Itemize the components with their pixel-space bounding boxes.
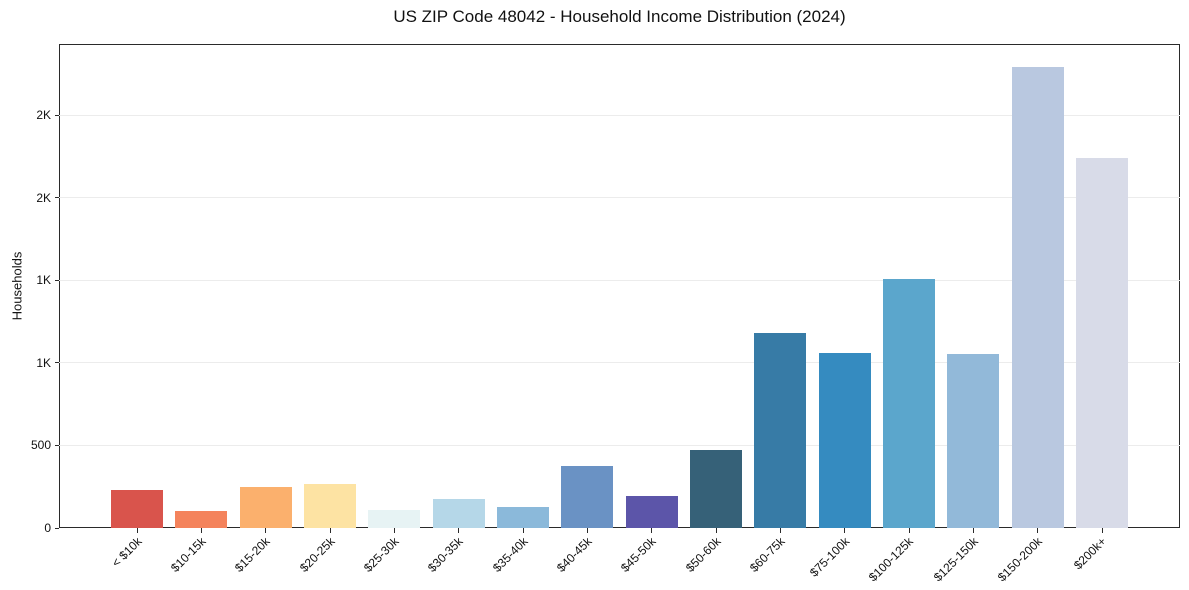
y-tick-label: 1K [36,273,51,288]
gridline [59,444,1180,446]
y-tick-mark [55,114,59,116]
bar [239,486,292,528]
x-tick-mark [651,528,653,533]
x-tick-mark [586,528,588,533]
x-tick-label: $35-40k [489,534,531,575]
y-tick-label: 2K [36,190,51,205]
bar [883,279,935,528]
bar [368,509,421,528]
x-tick-label: $100-125k [866,534,917,585]
y-tick-label: 500 [30,438,51,453]
bar [947,353,1000,528]
gridline [59,279,1180,281]
x-tick-label: $125-150k [930,534,981,585]
x-tick-label: $200k+ [1071,534,1110,573]
x-tick-label: $10-15k [167,534,209,575]
y-tick-mark [55,527,59,529]
bar [625,495,678,528]
x-tick-mark [1037,528,1039,533]
x-tick-label: $150-200k [994,534,1045,585]
x-tick-mark [844,528,846,533]
gridline [59,362,1180,364]
x-tick-label: $25-30k [360,534,402,575]
x-tick-label: $50-60k [682,534,724,575]
bar [818,352,871,528]
x-tick-label: $20-25k [296,534,338,575]
x-tick-label: $60-75k [746,534,788,575]
x-tick-mark [458,528,460,533]
bar [175,511,228,528]
x-tick-mark [200,528,202,533]
bar [304,484,356,528]
y-tick-mark [55,197,59,199]
y-tick-label: 2K [36,108,51,123]
x-tick-mark [522,528,524,533]
bar [561,466,614,528]
bar [111,490,163,528]
x-tick-mark [908,528,910,533]
bar [690,449,742,528]
x-tick-label: $45-50k [618,534,659,575]
gridline [59,114,1180,116]
x-tick-mark [329,528,331,533]
x-tick-label: $30-35k [425,534,466,575]
y-tick-mark [55,362,59,364]
x-tick-mark [265,528,267,533]
x-tick-label: < $10k [108,534,145,570]
chart-title: US ZIP Code 48042 - Household Income Dis… [393,7,846,26]
x-tick-mark [1101,528,1103,533]
x-tick-mark [393,528,395,533]
y-tick-label: 0 [44,521,51,535]
bar [432,499,485,528]
x-tick-label: $40-45k [553,534,595,575]
bar [1076,157,1128,528]
x-tick-label: $15-20k [232,534,273,575]
x-tick-mark [779,528,781,533]
bar [497,506,549,528]
y-tick-label: 1K [36,355,51,370]
y-tick-mark [55,444,59,446]
y-tick-mark [55,279,59,281]
x-tick-label: $75-100k [806,534,852,580]
bar [754,333,807,528]
bar [1011,67,1064,528]
x-tick-mark [972,528,974,533]
x-tick-mark [715,528,717,533]
x-tick-mark [136,528,138,533]
gridline [59,197,1180,199]
